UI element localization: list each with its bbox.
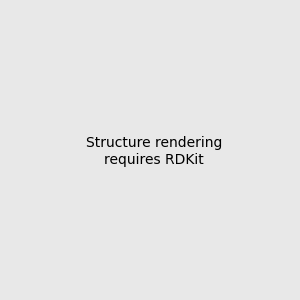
Text: Structure rendering
requires RDKit: Structure rendering requires RDKit <box>85 136 222 166</box>
